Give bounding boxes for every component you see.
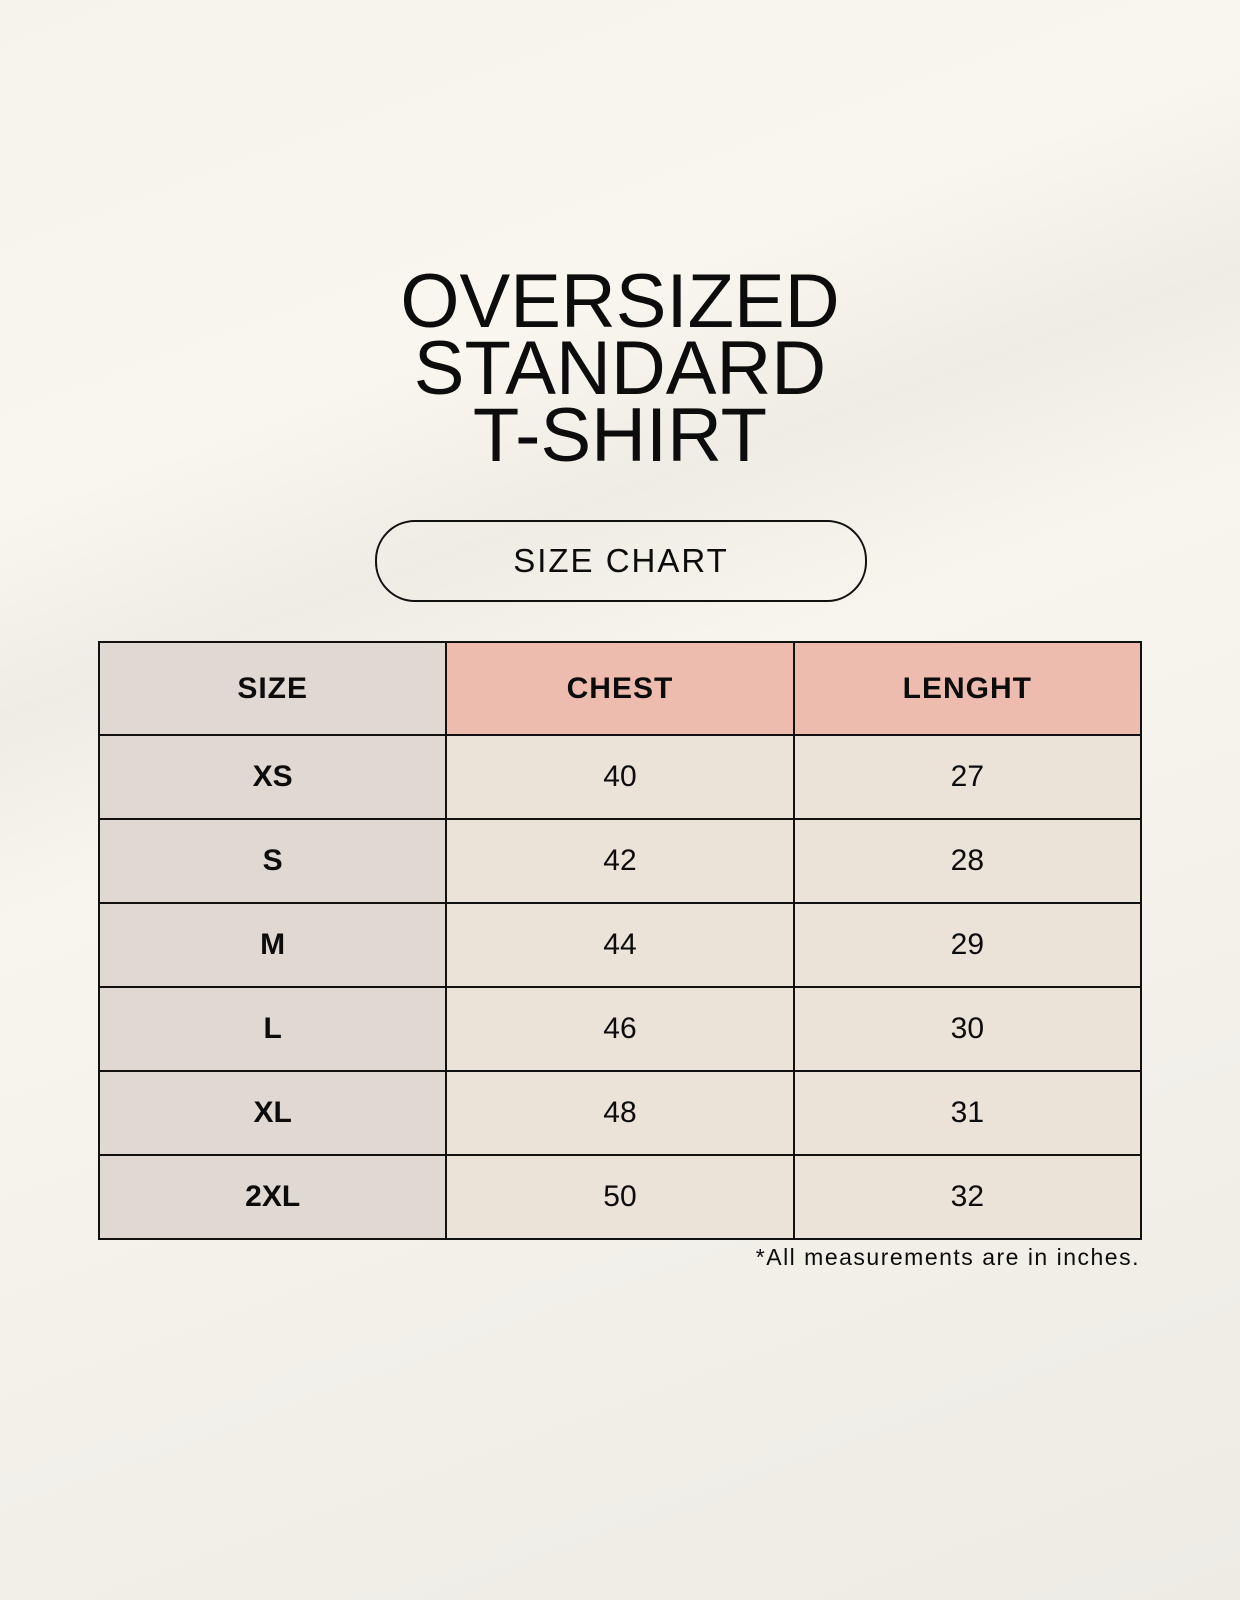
title-line: T-SHIRT	[472, 393, 768, 478]
page-title: OVERSIZED STANDARD T-SHIRT	[0, 259, 1240, 478]
table-row: S 42 28	[97, 818, 1143, 904]
size-cell: M	[97, 902, 448, 988]
header-chest: CHEST	[445, 641, 795, 736]
title-line: OVERSIZED	[400, 259, 840, 344]
chest-cell: 42	[445, 818, 795, 904]
chest-cell: 46	[445, 986, 795, 1072]
chest-cell: 44	[445, 902, 795, 988]
size-chart-badge: SIZE CHART	[375, 520, 867, 602]
table-row: XL 48 31	[97, 1070, 1143, 1156]
title-line: STANDARD	[413, 326, 827, 411]
size-cell: L	[97, 986, 448, 1072]
size-cell: 2XL	[97, 1154, 448, 1240]
size-cell: XS	[97, 734, 448, 820]
size-cell: S	[97, 818, 448, 904]
measurement-note: *All measurements are in inches.	[755, 1244, 1140, 1270]
table-row: XS 40 27	[97, 734, 1143, 820]
size-cell: XL	[97, 1070, 448, 1156]
table-row: L 46 30	[97, 986, 1143, 1072]
chest-cell: 48	[445, 1070, 795, 1156]
chest-cell: 50	[445, 1154, 795, 1240]
length-cell: 31	[792, 1070, 1143, 1156]
chest-cell: 40	[445, 734, 795, 820]
length-cell: 30	[792, 986, 1143, 1072]
length-cell: 27	[792, 734, 1143, 820]
header-length: LENGHT	[792, 641, 1143, 736]
length-cell: 29	[792, 902, 1143, 988]
size-table: SIZE CHEST LENGHT XS 40 27 S 42 28 M 44 29 L 46 30 X…	[97, 641, 1143, 1240]
table-row: 2XL 50 32	[97, 1154, 1143, 1240]
header-size: SIZE	[97, 641, 448, 736]
table-row: M 44 29	[97, 902, 1143, 988]
table-header-row: SIZE CHEST LENGHT	[97, 641, 1143, 736]
length-cell: 32	[792, 1154, 1143, 1240]
length-cell: 28	[792, 818, 1143, 904]
